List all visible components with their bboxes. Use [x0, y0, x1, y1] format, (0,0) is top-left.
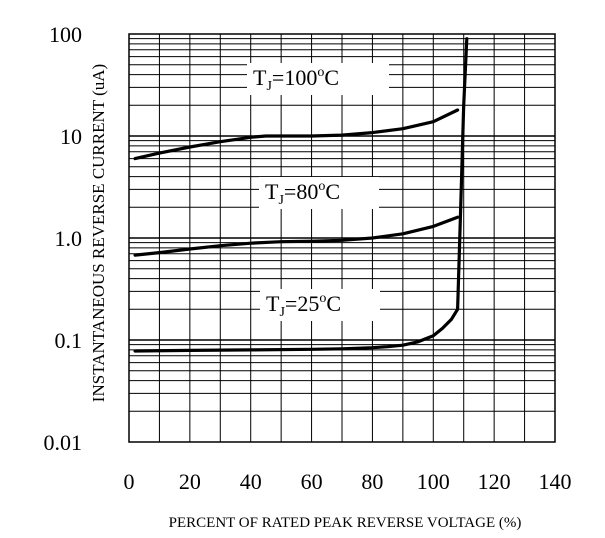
y-tick-label: 0.1 [55, 328, 83, 353]
curve-label-1: TJ=100oC [253, 65, 339, 94]
x-tick-label: 20 [179, 469, 201, 494]
x-tick-label: 60 [301, 469, 323, 494]
x-tick-label: 40 [240, 469, 262, 494]
curve-labels: TJ=100oC TJ=80oC TJ=25oC [247, 63, 389, 321]
curve-label-background [259, 177, 379, 209]
curve-label-2: TJ=80oC [265, 179, 340, 208]
y-tick-label: 100 [49, 22, 82, 47]
x-tick-label: 80 [361, 469, 383, 494]
curve-label-3: TJ=25oC [266, 291, 341, 320]
series-line-2 [133, 215, 460, 257]
series-line-1 [133, 108, 460, 161]
y-tick-labels: 100 10 1.0 0.1 0.01 [44, 22, 83, 455]
y-tick-label: 1.0 [55, 226, 83, 251]
x-tick-label: 140 [539, 469, 572, 494]
x-tick-labels: 0 20 40 60 80 100 120 140 [124, 469, 572, 494]
x-axis-label: PERCENT OF RATED PEAK REVERSE VOLTAGE (%… [169, 515, 522, 531]
y-tick-label: 10 [60, 124, 82, 149]
x-tick-label: 100 [417, 469, 450, 494]
curve-label-background [247, 63, 389, 95]
curve-label-background [260, 289, 380, 321]
series-line-3 [133, 37, 469, 353]
plot-frame [128, 33, 556, 443]
y-tick-label: 0.01 [44, 430, 83, 455]
grid-lines [129, 34, 555, 442]
curves [133, 37, 469, 353]
y-axis-label: INSTANTANEOUS REVERSE CURRENT (uA) [89, 64, 108, 402]
x-tick-label: 0 [124, 469, 135, 494]
x-tick-label: 120 [478, 469, 511, 494]
